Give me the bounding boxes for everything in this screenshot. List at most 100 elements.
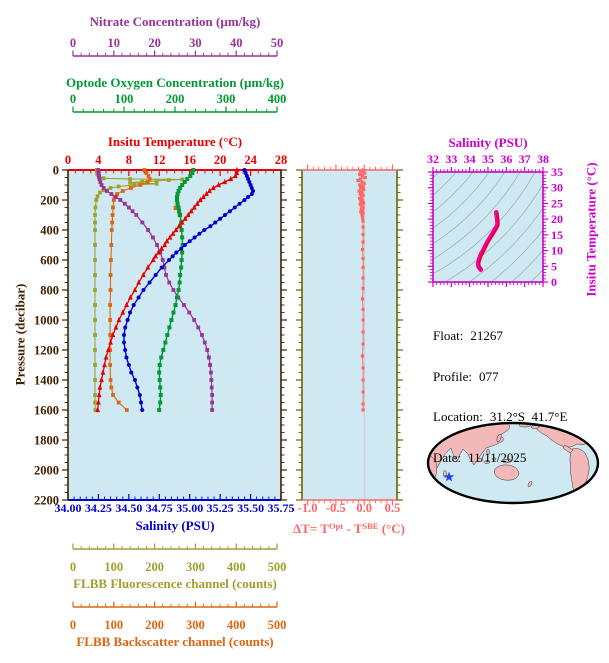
svg-text:200: 200 bbox=[145, 560, 164, 574]
svg-text:20: 20 bbox=[214, 153, 227, 167]
svg-text:300: 300 bbox=[186, 560, 205, 574]
svg-text:36: 36 bbox=[500, 152, 512, 166]
svg-text:8: 8 bbox=[126, 153, 132, 167]
delta-t-axis-title: ΔT= TOpt - TSBE (°C) bbox=[284, 519, 414, 536]
profile-row: Profile: 077 bbox=[433, 368, 567, 384]
svg-text:200: 200 bbox=[166, 92, 185, 106]
salinity-series bbox=[121, 168, 256, 412]
svg-text:200: 200 bbox=[145, 618, 164, 632]
svg-text:200: 200 bbox=[40, 194, 59, 208]
svg-text:40: 40 bbox=[230, 36, 243, 50]
oxygen-axis-title: Optode Oxygen Concentration (µm/kg) bbox=[65, 75, 284, 90]
plot-backgrounds bbox=[68, 170, 543, 500]
svg-text:400: 400 bbox=[268, 92, 287, 106]
pressure-axis-title: Pressure (decibar) bbox=[12, 283, 28, 386]
svg-text:1800: 1800 bbox=[34, 434, 59, 448]
fluorescence-axis-bar: 0 100 200 300 400 500 bbox=[70, 543, 287, 574]
svg-text:35.25: 35.25 bbox=[207, 501, 234, 515]
svg-text:34.50: 34.50 bbox=[115, 501, 142, 515]
svg-text:0: 0 bbox=[70, 560, 76, 574]
svg-text:12: 12 bbox=[153, 153, 166, 167]
svg-text:15: 15 bbox=[551, 228, 563, 242]
location-value: 31.2°S 41.7°E bbox=[489, 409, 568, 424]
ts-salinity-axis-title: Salinity (PSU) bbox=[448, 135, 528, 150]
svg-text:34.00: 34.00 bbox=[55, 501, 82, 515]
svg-text:1400: 1400 bbox=[34, 374, 59, 388]
profile-label: Profile: bbox=[433, 368, 472, 384]
svg-text:5: 5 bbox=[551, 259, 557, 273]
profile-value: 077 bbox=[479, 368, 499, 384]
svg-text:1600: 1600 bbox=[34, 404, 59, 418]
float-location-star bbox=[443, 471, 455, 482]
salinity-axis-title: Salinity (PSU) bbox=[135, 518, 215, 533]
location-label: Location: bbox=[433, 409, 483, 424]
svg-text:0.5: 0.5 bbox=[385, 501, 401, 515]
float-id-row: Float: 21267 bbox=[433, 329, 567, 343]
svg-text:24: 24 bbox=[244, 153, 257, 167]
svg-text:300: 300 bbox=[186, 618, 205, 632]
svg-text:10: 10 bbox=[108, 36, 121, 50]
float-id-value: 21267 bbox=[470, 328, 503, 343]
temperature-axis-title: Insitu Temperature (°C) bbox=[107, 134, 243, 149]
main-panel-axes: 0 4 8 12 16 20 24 28 34.00 34.25 34.50 34.75 35.00 35… bbox=[34, 153, 295, 515]
svg-text:35: 35 bbox=[482, 152, 494, 166]
float-id-label: Float: bbox=[433, 328, 464, 343]
delta-t-title-part: - T bbox=[343, 521, 363, 536]
svg-text:20: 20 bbox=[551, 212, 563, 226]
svg-text:4: 4 bbox=[95, 153, 102, 167]
backscatter-axis-bar: 0 100 200 300 400 500 bbox=[70, 601, 287, 632]
svg-text:2000: 2000 bbox=[34, 464, 59, 478]
fluorescence-axis-title: FLBB Fluorescence channel (counts) bbox=[73, 576, 277, 591]
svg-text:30: 30 bbox=[551, 181, 563, 195]
svg-text:35.50: 35.50 bbox=[237, 501, 264, 515]
svg-text:0: 0 bbox=[70, 92, 76, 106]
svg-text:35: 35 bbox=[551, 165, 563, 179]
delta-t-panel: -1.0 -0.5 0.0 0.5 bbox=[296, 164, 403, 515]
delta-t-title-sup-sbe: SBE bbox=[362, 521, 379, 531]
date-label: Date: bbox=[433, 449, 462, 465]
svg-text:37: 37 bbox=[519, 152, 531, 166]
svg-text:33: 33 bbox=[445, 152, 457, 166]
map-outline bbox=[426, 421, 600, 505]
delta-t-title-sup-opt: Opt bbox=[328, 521, 344, 531]
svg-text:1000: 1000 bbox=[34, 314, 59, 328]
svg-text:400: 400 bbox=[227, 618, 246, 632]
ts-temperature-axis-title: Insitu Temperature (°C) bbox=[583, 162, 599, 297]
nitrate-axis-bar: 0 10 20 30 40 50 bbox=[70, 36, 284, 57]
ts-curve bbox=[475, 209, 500, 272]
svg-text:28: 28 bbox=[275, 153, 288, 167]
svg-text:16: 16 bbox=[183, 153, 196, 167]
svg-text:300: 300 bbox=[217, 92, 236, 106]
delta-t-series bbox=[356, 168, 367, 412]
svg-text:30: 30 bbox=[189, 36, 202, 50]
svg-text:400: 400 bbox=[227, 560, 246, 574]
svg-text:0: 0 bbox=[65, 153, 71, 167]
svg-text:1200: 1200 bbox=[34, 344, 59, 358]
oxygen-axis-bar: 0 100 200 300 400 bbox=[70, 92, 287, 113]
svg-text:10: 10 bbox=[551, 244, 563, 258]
svg-text:35.75: 35.75 bbox=[268, 501, 295, 515]
svg-text:600: 600 bbox=[40, 254, 59, 268]
svg-text:100: 100 bbox=[104, 618, 123, 632]
svg-text:34.75: 34.75 bbox=[146, 501, 173, 515]
svg-text:38: 38 bbox=[537, 152, 549, 166]
svg-text:34.25: 34.25 bbox=[85, 501, 112, 515]
svg-text:500: 500 bbox=[268, 560, 287, 574]
nitrate-axis-title: Nitrate Concentration (µm/kg) bbox=[89, 14, 261, 29]
svg-text:800: 800 bbox=[40, 284, 59, 298]
svg-text:50: 50 bbox=[271, 36, 284, 50]
location-row: Location: 31.2°S 41.7°E bbox=[433, 410, 567, 424]
date-row: Date: 11/11/2025 bbox=[433, 449, 567, 465]
svg-text:500: 500 bbox=[268, 618, 287, 632]
float-info: Float: 21267 Profile: 077 Location: 31.2°S … bbox=[433, 302, 567, 491]
svg-text:0: 0 bbox=[53, 164, 59, 178]
svg-text:0: 0 bbox=[70, 36, 76, 50]
date-value: 11/11/2025 bbox=[468, 449, 527, 465]
svg-text:0.0: 0.0 bbox=[356, 501, 372, 515]
svg-text:400: 400 bbox=[40, 224, 59, 238]
nitrate-series bbox=[96, 168, 215, 412]
oxygen-series bbox=[157, 168, 196, 412]
